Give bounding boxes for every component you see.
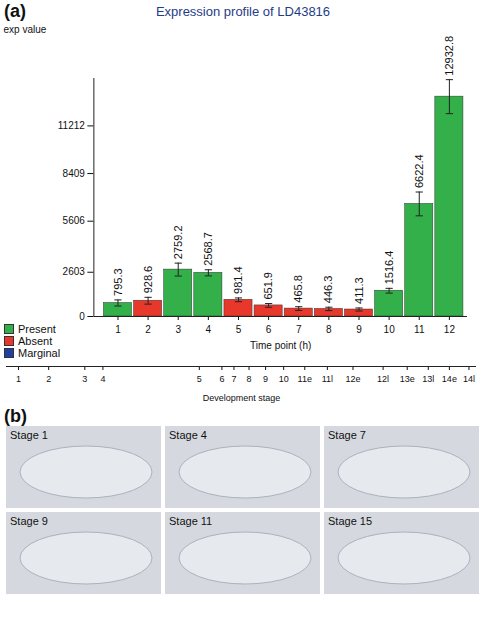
svg-text:4: 4 [100,374,105,384]
svg-text:8: 8 [247,374,252,384]
svg-text:3: 3 [175,324,181,335]
svg-text:0: 0 [79,311,85,322]
svg-text:1516.4: 1516.4 [383,251,395,285]
svg-text:795.3: 795.3 [111,268,123,296]
html-text:Absent: Absent [18,335,53,347]
svg-text:2: 2 [46,374,51,384]
svg-text:446.3: 446.3 [322,276,334,304]
svg-text:1: 1 [16,374,21,384]
svg-text:2603: 2603 [63,266,86,277]
html-text:Marginal: Marginal [18,347,61,359]
svg-text:9: 9 [263,374,268,384]
svg-text:6: 6 [219,374,224,384]
svg-text:928.6: 928.6 [142,266,154,294]
svg-text:8409: 8409 [63,168,86,179]
svg-text:12e: 12e [345,374,360,384]
svg-text:3: 3 [82,374,87,384]
svg-text:13l: 13l [422,374,434,384]
svg-text:11212: 11212 [58,120,86,131]
svg-text:7: 7 [296,324,302,335]
svg-text:6622.4: 6622.4 [413,154,425,188]
svg-text:2759.2: 2759.2 [172,225,184,259]
svg-text:5606: 5606 [63,215,86,226]
svg-text:exp value: exp value [4,24,47,35]
svg-text:11: 11 [414,324,425,335]
svg-text:14e: 14e [442,374,457,384]
svg-text:8: 8 [326,324,332,335]
html-text:Stage 11: Stage 11 [169,515,213,527]
svg-text:Development stage: Development stage [203,393,281,403]
svg-text:6: 6 [266,324,272,335]
html-text:Stage 1: Stage 1 [10,429,48,441]
svg-text:10: 10 [384,324,396,335]
svg-text:651.9: 651.9 [262,272,274,300]
svg-text:10: 10 [279,374,289,384]
svg-text:7: 7 [231,374,236,384]
svg-text:13e: 13e [400,374,415,384]
svg-text:11e: 11e [298,374,312,384]
svg-text:9: 9 [356,324,362,335]
svg-text:11l: 11l [322,374,333,384]
svg-text:411.3: 411.3 [353,277,365,304]
html-text:Present: Present [18,323,56,335]
svg-text:12: 12 [444,324,456,335]
svg-text:Time point (h): Time point (h) [250,340,311,351]
html-text:Stage 7: Stage 7 [328,429,366,441]
svg-text:2568.7: 2568.7 [202,232,214,266]
svg-text:5: 5 [197,374,202,384]
svg-text:14l: 14l [463,374,475,384]
svg-text:465.8: 465.8 [292,275,304,303]
svg-text:1: 1 [115,324,121,335]
svg-text:12932.8: 12932.8 [443,36,455,76]
svg-text:12l: 12l [377,374,389,384]
html-text:(a): (a) [4,1,26,21]
svg-text:2: 2 [145,324,151,335]
html-text:Stage 9: Stage 9 [10,515,48,527]
html-text:Stage 4: Stage 4 [169,429,207,441]
svg-text:981.4: 981.4 [232,266,244,294]
html-text:(b): (b) [4,406,27,426]
svg-text:4: 4 [206,324,212,335]
html-text:Expression profile of LD43816: Expression profile of LD43816 [155,4,331,19]
html-text:Stage 15: Stage 15 [328,515,372,527]
svg-text:5: 5 [236,324,242,335]
